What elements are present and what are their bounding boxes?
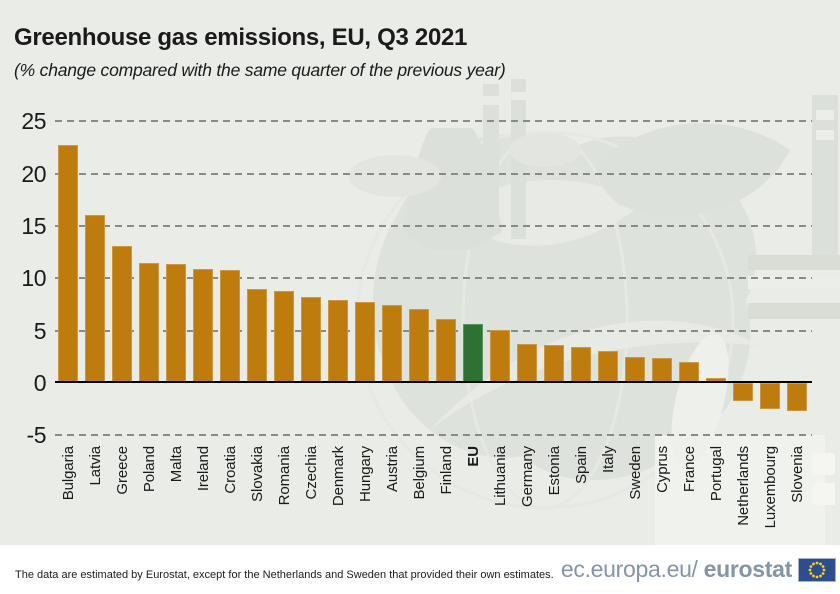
x-label-hungary: Hungary (356, 446, 374, 502)
x-label-italy: Italy (599, 446, 617, 474)
bar-denmark (328, 300, 348, 383)
bar-czechia (301, 297, 321, 383)
x-label-poland: Poland (140, 446, 158, 493)
y-tick-label-20: 20 (21, 160, 46, 187)
bar-italy (598, 350, 618, 383)
bar-belgium (409, 308, 429, 383)
x-label-slovakia: Slovakia (248, 446, 266, 502)
bar-latvia (85, 214, 105, 383)
bar-sweden (625, 356, 645, 383)
bar-lithuania (490, 329, 510, 383)
bar-germany (517, 344, 537, 383)
x-label-lithuania: Lithuania (491, 446, 509, 506)
x-label-ireland: Ireland (194, 446, 212, 492)
gridline-15 (55, 225, 812, 228)
bar-france (679, 362, 699, 383)
bar-poland (139, 262, 159, 383)
data-source-note: The data are estimated by Eurostat, exce… (15, 569, 554, 581)
x-label-netherlands: Netherlands (734, 446, 752, 526)
x-label-sweden: Sweden (626, 446, 644, 500)
y-tick-label-15: 15 (21, 213, 46, 240)
bar-ireland (193, 268, 213, 383)
x-label-romania: Romania (275, 446, 293, 506)
x-label-czechia: Czechia (302, 446, 320, 500)
y-tick-label-5: 5 (33, 317, 47, 344)
x-label-croatia: Croatia (221, 446, 239, 494)
eurostat-brand-link[interactable]: ec.europa.eu/eurostat (561, 545, 836, 594)
bar-romania (274, 290, 294, 383)
brand-eurostat: eurostat (703, 556, 793, 582)
bar-hungary (355, 302, 375, 383)
x-label-portugal: Portugal (707, 446, 725, 502)
plot-area: 25 20 15 10 5 0 -5 Bulgaria Latvia Greece Poland Ma… (21, 108, 812, 529)
y-tick-label-10: 10 (21, 265, 46, 292)
eu-flag-icon (798, 557, 836, 582)
gridline-20 (55, 172, 812, 175)
bar-croatia (220, 269, 240, 383)
x-label-luxembourg: Luxembourg (761, 446, 779, 529)
zero-axis-line (55, 381, 812, 383)
y-tick-label-25: 25 (21, 108, 46, 135)
bar-slovenia (787, 383, 807, 412)
y-tick-label--5: -5 (26, 422, 47, 449)
x-label-eu: EU (464, 446, 482, 467)
bar-slovakia (247, 288, 267, 383)
chart-subtitle: (% change compared with the same quarter… (14, 60, 506, 80)
x-label-greece: Greece (113, 446, 131, 495)
x-label-spain: Spain (572, 446, 590, 484)
x-label-austria: Austria (383, 446, 401, 492)
bar-eu (463, 324, 483, 383)
x-label-malta: Malta (167, 446, 185, 483)
x-label-belgium: Belgium (410, 446, 428, 500)
bar-bulgaria (58, 145, 78, 383)
bar-greece (112, 245, 132, 383)
x-label-estonia: Estonia (545, 446, 563, 496)
footer: The data are estimated by Eurostat, exce… (0, 545, 840, 594)
bar-luxembourg (760, 383, 780, 410)
bar-finland (436, 319, 456, 383)
bar-malta (166, 263, 186, 383)
bar-cyprus (652, 357, 672, 383)
x-label-latvia: Latvia (86, 446, 104, 486)
x-label-slovenia: Slovenia (788, 446, 806, 503)
bar-netherlands (733, 383, 753, 401)
gridline--5 (55, 434, 812, 437)
gridline-25 (55, 120, 812, 123)
x-label-germany: Germany (518, 446, 536, 507)
x-label-cyprus: Cyprus (653, 446, 671, 493)
x-label-finland: Finland (437, 446, 455, 495)
bar-austria (382, 304, 402, 383)
x-label-bulgaria: Bulgaria (59, 446, 77, 501)
bar-spain (571, 347, 591, 383)
x-label-france: France (680, 446, 698, 493)
y-tick-label-0: 0 (33, 370, 47, 396)
x-label-denmark: Denmark (329, 446, 347, 507)
bar-estonia (544, 345, 564, 383)
brand-url-prefix: ec.europa.eu/ (560, 556, 698, 582)
chart-title: Greenhouse gas emissions, EU, Q3 2021 (14, 24, 468, 51)
